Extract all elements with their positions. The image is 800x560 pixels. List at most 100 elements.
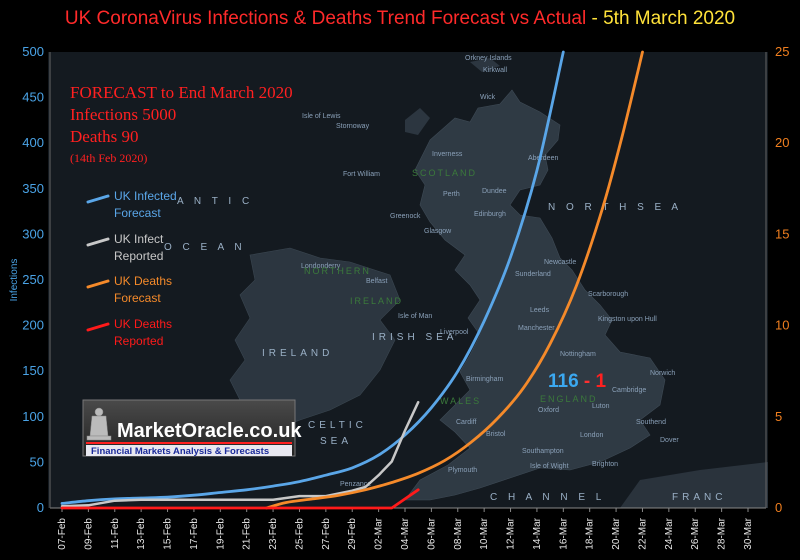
map-land-orkney [470,58,500,72]
y-tick-right-20: 20 [775,135,789,150]
forecast-line-1: FORECAST to End March 2020 [70,83,293,102]
legend-swatch-1 [86,237,110,247]
legend-label-2-0: UK Deaths [114,274,172,288]
map-label-southampton: Southampton [522,448,564,455]
map-label-southend: Southend [636,419,666,426]
legend-swatch-0 [86,194,110,204]
watermark-tagline-band [86,445,292,456]
x-tick-label-2: 11-Feb [110,518,121,549]
map-label-france: FRANC [672,492,726,503]
x-tick-label-6: 19-Feb [215,518,226,550]
map-label-nottingham: Nottingham [560,351,596,358]
series-line-uk-deaths-reported [60,488,420,510]
x-tick-label-16: 10-Mar [479,517,490,549]
forecast-box: FORECAST to End March 2020 Infections 50… [70,83,293,165]
map-label-norwich: Norwich [650,370,675,377]
map-label-celtic: CELTIC [308,420,367,431]
y-tick-left-300: 300 [22,226,44,241]
x-tick-label-13: 04-Mar [400,517,411,549]
watermark-rule [86,442,292,444]
map-label-london: London [580,432,603,439]
map-label-brighton: Brighton [592,461,618,468]
series-line-uk-infected-forecast [60,50,565,505]
map-land-france [620,462,768,508]
map-label-ocean: O C E A N [164,242,246,253]
map-label-orkney: Orkney Islands [465,55,512,62]
y-axis-right: 0 5 10 15 20 25 [775,44,789,515]
annotation-deaths: 1 [596,371,607,392]
y-tick-right-25: 25 [775,44,789,59]
y-tick-left-450: 450 [22,90,44,105]
legend-swatch-2 [86,279,110,289]
y-axis-label: Infections [9,259,20,302]
series-line-uk-deaths-forecast [265,50,644,510]
y-tick-left-50: 50 [30,454,44,469]
map-label-sunderland: Sunderland [515,271,551,278]
watermark: MarketOracle.co.uk Financial Markets Ana… [82,399,302,457]
map-label-kirkwall: Kirkwall [483,67,508,74]
forecast-line-4: (14th Feb 2020) [70,151,147,165]
map-label-penzance: Penzance [340,481,371,488]
x-tick-label-21: 20-Mar [611,517,622,549]
map-label-cambridge: Cambridge [612,387,646,394]
y-tick-left-200: 200 [22,318,44,333]
map-label-england: ENGLAND [540,394,598,404]
map-land-britain [404,89,666,501]
map-label-dover: Dover [660,437,679,444]
map-label-plymouth: Plymouth [448,467,477,474]
x-tick-label-17: 12-Mar [506,517,517,549]
map-label-wick: Wick [480,94,496,101]
x-tick-label-26: 30-Mar [743,517,754,549]
map-label-luton: Luton [592,403,610,410]
y-tick-right-0: 0 [775,500,782,515]
map-label-cardiff: Cardiff [456,419,477,426]
chart-title-separator: - [586,8,603,29]
x-tick-label-3: 13-Feb [136,518,147,550]
watermark-brand: MarketOracle.co.uk [117,420,302,442]
chart-title-date: 5th March 2020 [603,8,735,29]
map-label-ireland-ni: IRELAND [350,296,403,306]
map-label-leeds: Leeds [530,307,550,314]
legend: UK Infected Forecast UK Infect Reported UK D… [86,189,177,348]
map-label-oxford: Oxford [538,407,559,414]
legend-label-1-0: UK Infect [114,232,164,246]
x-tick-label-4: 15-Feb [163,518,174,550]
legend-label-2-1: Forecast [114,291,161,305]
y-tick-left-150: 150 [22,363,44,378]
map-label-dundee: Dundee [482,188,507,195]
map-label-newcastle: Newcastle [544,259,576,266]
y-axis-left: 0 50 100 150 200 250 300 350 400 450 500 [22,44,44,515]
map-label-scarborough: Scarborough [588,291,628,298]
chart-title: UK CoronaVirus Infections & Deaths Trend… [65,8,735,29]
map-label-greenock: Greenock [390,213,421,220]
series-line-uk-infect-reported [60,400,420,508]
map-label-isle-of-man: Isle of Man [398,313,432,320]
map-label-birmingham: Birmingham [466,376,504,383]
map-label-bristol: Bristol [486,431,506,438]
map-label-kingston: Kingston upon Hull [598,316,657,323]
map-label-sea: SEA [320,436,352,447]
map-label-liverpool: Liverpool [440,329,469,336]
legend-label-0-0: UK Infected [114,189,177,203]
y-tick-right-5: 5 [775,409,782,424]
x-tick-label-8: 23-Feb [268,518,279,550]
legend-label-3-0: UK Deaths [114,317,172,331]
legend-swatch-3 [86,322,110,332]
map-label-wales: WALES [440,396,481,406]
x-tick-label-19: 16-Mar [558,517,569,549]
x-tick-label-18: 14-Mar [532,517,543,549]
watermark-tagline: Financial Markets Analysis & Forecasts [91,446,269,457]
map-label-atlantic: A N T I C [177,196,253,207]
legend-label-3-1: Reported [114,334,163,348]
annotation-infected: 116 [548,371,579,392]
y-tick-right-15: 15 [775,226,789,241]
x-tick-label-10: 27-Feb [321,518,332,550]
legend-label-0-1: Forecast [114,206,161,220]
annotation-dash: - [579,371,596,392]
legend-label-1-1: Reported [114,249,163,263]
series-layer [60,50,644,510]
y-tick-left-250: 250 [22,272,44,287]
forecast-line-2: Infections 5000 [70,105,176,124]
x-tick-label-24: 26-Mar [690,517,701,549]
map-label-glasgow: Glasgow [424,228,452,235]
